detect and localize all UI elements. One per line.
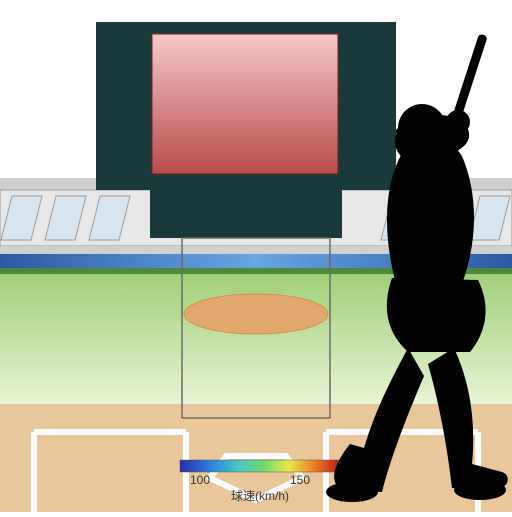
legend-tick: 100 [190, 473, 210, 487]
scene: 100 150球速(km/h) [0, 0, 512, 512]
mound [184, 294, 328, 334]
speed-legend-bar [180, 460, 340, 472]
scoreboard-screen [152, 34, 338, 174]
scoreboard-foot [150, 190, 342, 238]
legend-tick: 150 [290, 473, 310, 487]
legend-label: 球速(km/h) [231, 489, 289, 503]
